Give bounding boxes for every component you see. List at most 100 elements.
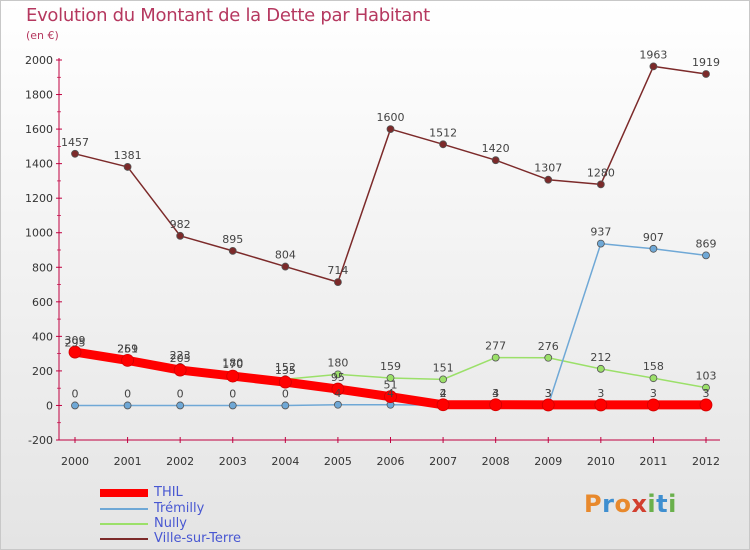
axes: -200020040060080010001200140016001800200… — [25, 54, 720, 468]
data-point — [439, 375, 447, 384]
data-label: 170 — [222, 358, 243, 371]
data-label: 1280 — [587, 166, 615, 179]
series-layer — [68, 62, 713, 412]
data-label: 714 — [327, 264, 348, 277]
legend-swatch-nully — [100, 522, 148, 525]
x-tick-label: 2004 — [271, 455, 299, 468]
legend-label-nully: Nully — [154, 516, 187, 531]
data-point — [226, 369, 240, 383]
data-point — [647, 398, 660, 412]
data-point — [439, 140, 447, 149]
data-label: 180 — [327, 356, 348, 369]
data-label: 895 — [222, 233, 243, 246]
data-label: 151 — [433, 361, 454, 374]
data-label: 1512 — [429, 126, 457, 139]
data-label: 982 — [170, 218, 191, 231]
y-tick-label: 1200 — [25, 192, 53, 205]
data-point — [436, 398, 450, 412]
data-point — [699, 398, 713, 412]
data-point — [594, 398, 608, 412]
logo-letter: i — [647, 490, 657, 518]
data-label: 1963 — [639, 48, 667, 61]
data-label: 4 — [440, 387, 447, 400]
data-point — [71, 149, 79, 158]
logo-letter: P — [584, 490, 603, 518]
data-label: 4 — [334, 387, 341, 400]
data-point — [71, 401, 79, 410]
legend-item-tremilly: Trémilly — [100, 501, 204, 516]
data-point — [68, 345, 82, 359]
legend-swatch-tremilly — [100, 507, 148, 510]
data-label: 1600 — [377, 111, 405, 124]
data-label: 158 — [643, 360, 664, 373]
chart-unit: (en €) — [26, 29, 59, 42]
legend-label-ville-sur-terre: Ville-sur-Terre — [154, 531, 242, 546]
data-label: 1919 — [692, 56, 720, 69]
data-label: 3 — [650, 387, 657, 400]
data-point — [281, 262, 290, 271]
x-tick-label: 2010 — [587, 455, 615, 468]
data-point — [702, 70, 710, 78]
x-tick-label: 2002 — [166, 455, 194, 468]
data-label: 1307 — [534, 162, 562, 175]
data-point — [281, 401, 290, 410]
x-tick-label: 2001 — [114, 455, 142, 468]
data-point — [228, 246, 237, 255]
logo-letter: o — [614, 490, 632, 518]
data-point — [544, 353, 553, 362]
y-tick-label: 1600 — [25, 123, 53, 136]
data-label: 223 — [170, 349, 191, 362]
data-point — [649, 62, 658, 71]
data-label: 261 — [117, 342, 138, 355]
data-point — [121, 353, 134, 367]
data-label: 3 — [545, 387, 552, 400]
data-label: 3 — [492, 387, 499, 400]
data-label: 0 — [72, 387, 79, 400]
data-point — [123, 401, 132, 410]
logo-letter: x — [631, 490, 648, 518]
data-point — [649, 244, 658, 253]
data-label: 180 — [222, 356, 243, 369]
data-point — [176, 231, 185, 240]
y-tick-label: -200 — [28, 434, 53, 447]
data-label: 259 — [117, 343, 138, 356]
data-point — [649, 374, 658, 383]
data-label: 295 — [65, 337, 86, 350]
data-label: 3 — [703, 387, 710, 400]
data-label: 2 — [440, 387, 447, 400]
data-label: 51 — [384, 379, 398, 392]
data-point — [386, 125, 395, 133]
legend-label-tremilly: Trémilly — [154, 501, 205, 516]
data-label: 4 — [387, 387, 394, 400]
data-label: 804 — [275, 249, 296, 262]
legend-swatch-thil — [100, 488, 148, 497]
data-point — [384, 390, 397, 404]
y-tick-label: 200 — [32, 365, 53, 378]
data-label: 0 — [124, 387, 131, 400]
data-label: 937 — [590, 226, 611, 239]
y-tick-label: 800 — [32, 261, 53, 274]
data-label: 0 — [229, 387, 236, 400]
x-tick-label: 2005 — [324, 455, 352, 468]
data-label: 3 — [597, 387, 604, 400]
x-tick-label: 2012 — [692, 455, 720, 468]
x-tick-label: 2011 — [639, 455, 667, 468]
data-point — [702, 251, 710, 260]
data-point — [596, 239, 605, 248]
data-point — [334, 400, 342, 409]
legend-item-nully: Nully — [100, 516, 187, 531]
data-label: 276 — [538, 340, 559, 353]
y-tick-label: 0 — [46, 399, 53, 412]
data-label: 152 — [275, 361, 296, 374]
x-tick-label: 2008 — [482, 455, 510, 468]
data-label: 205 — [170, 352, 191, 365]
data-label: 1381 — [114, 149, 142, 162]
x-tick-label: 2007 — [429, 455, 457, 468]
data-label: 1420 — [482, 142, 510, 155]
data-point — [386, 374, 395, 382]
logo-letter: i — [668, 490, 677, 518]
logo-letter: r — [602, 490, 615, 518]
legend-label-thil: THIL — [154, 485, 183, 500]
